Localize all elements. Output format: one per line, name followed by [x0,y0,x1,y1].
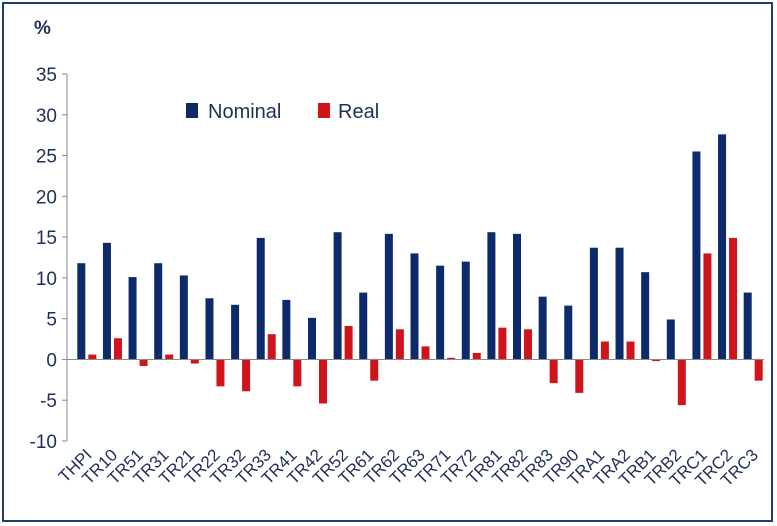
legend-label-nominal: Nominal [208,101,281,123]
y-tick-label: 35 [36,65,57,86]
y-tick-label: 25 [36,147,57,168]
y-tick-label: 0 [46,350,57,371]
bar-nominal-tr90 [564,305,573,360]
bar-nominal-tr22 [205,298,214,360]
bar-nominal-tr52 [333,232,342,360]
bar-nominal-tra1 [589,247,598,360]
bar-real-tr21 [190,359,199,364]
bar-real-tr32 [242,359,251,392]
bar-nominal-trc2 [718,134,727,360]
bar-real-tr41 [293,359,302,387]
bar-real-trc2 [729,237,738,360]
bar-nominal-tr31 [154,263,163,360]
bar-nominal-tr72 [461,261,470,360]
bar-nominal-tr32 [231,304,240,360]
bar-real-tr83 [549,359,558,384]
bar-nominal-tr10 [102,242,111,360]
bar-real-tr63 [421,346,430,360]
x-axis: THPITR10TR51TR31TR21TR22TR32TR33TR41TR42… [55,358,764,490]
y-axis: -10 -5 0 5 10 15 20 25 30 35 [30,65,68,453]
y-tick-label: 20 [36,187,57,208]
bar-real-tr42 [318,359,327,404]
y-tick-label: 15 [36,228,57,249]
bar-real-thpi [88,354,97,360]
bar-real-tr61 [370,359,379,381]
bar-nominal-tr83 [538,296,547,360]
legend-label-real: Real [338,101,379,123]
bar-nominal-trb2 [666,319,675,360]
bar-real-trb1 [652,359,661,362]
bar-nominal-tr41 [282,299,291,360]
bar-real-tr90 [575,359,584,393]
bar-real-tr71 [447,357,456,360]
bar-nominal-tr21 [179,275,188,360]
y-tick-label: 30 [36,106,57,127]
bar-nominal-tr71 [436,265,445,360]
bar-nominal-tr51 [128,277,137,360]
bar-nominal-trb1 [641,272,650,360]
bar-nominal-tra2 [615,247,624,360]
bar-nominal-tr62 [384,233,393,360]
bar-real-trb2 [677,359,686,406]
bar-real-tra1 [600,341,609,360]
legend-swatch-real [318,103,330,118]
legend-swatch-nominal [186,103,198,118]
bar-nominal-tr61 [359,292,368,360]
y-tick-label: 10 [36,269,57,290]
y-tick-label: -10 [30,432,57,453]
bar-real-tr22 [216,359,225,387]
legend: Nominal Real [186,101,379,123]
y-tick-label: 5 [46,310,57,331]
bar-real-tr72 [472,352,481,360]
bar-nominal-tr63 [410,253,419,360]
bar-real-tr52 [344,326,353,360]
bar-nominal-tr42 [307,317,316,360]
bar-real-tra2 [626,341,635,360]
bar-nominal-tr82 [513,233,522,360]
bar-nominal-tr81 [487,232,496,360]
y-tick-label: -5 [40,391,57,412]
bars [77,134,763,406]
bar-real-trc3 [754,359,763,381]
bar-nominal-thpi [77,263,86,360]
bar-nominal-trc3 [743,292,752,360]
bar-chart: % -10 -5 0 5 10 15 20 25 30 35 THPITR10TR51TR31TR… [30,18,764,490]
bar-real-tr62 [395,329,404,360]
bar-real-tr82 [524,329,533,360]
bar-real-tr31 [165,354,174,360]
bar-nominal-tr33 [256,237,265,360]
bar-real-tr51 [139,359,148,366]
bar-real-tr33 [267,334,276,360]
bar-nominal-trc1 [692,151,701,360]
bar-real-trc1 [703,253,712,360]
y-unit-label: % [34,18,51,39]
bar-real-tr81 [498,327,507,360]
bar-real-tr10 [113,338,122,360]
